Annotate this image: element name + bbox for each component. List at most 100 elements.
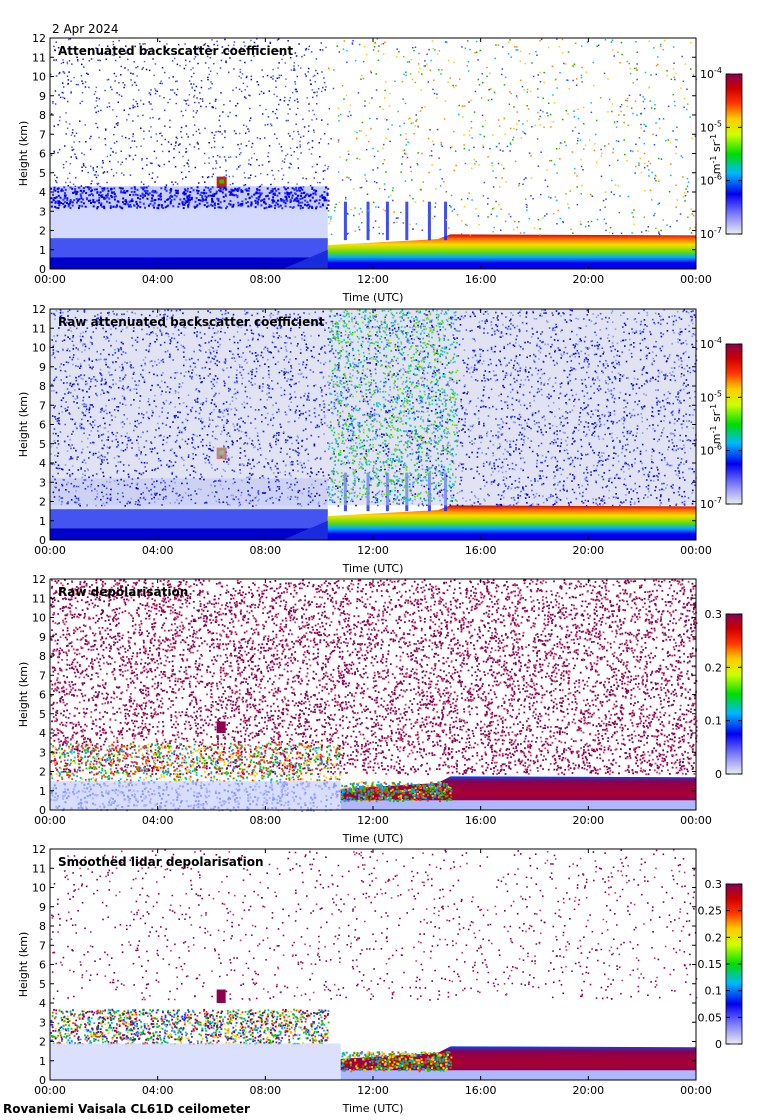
colorbar-tick-label: 0 bbox=[715, 1038, 722, 1051]
y-tick-label: 12 bbox=[32, 843, 46, 856]
colorbar bbox=[725, 73, 743, 235]
colorbar-tick-label: 0.05 bbox=[698, 1011, 723, 1024]
y-tick-label: 10 bbox=[32, 882, 46, 895]
x-tick-label: 08:00 bbox=[249, 544, 281, 557]
colorbar-tick-label: 10-5 bbox=[700, 119, 722, 134]
y-tick-label: 5 bbox=[39, 978, 46, 991]
y-tick-label: 7 bbox=[39, 128, 46, 141]
y-tick-label: 6 bbox=[39, 419, 46, 432]
colorbar-tick-label: 0.2 bbox=[705, 661, 723, 674]
y-tick-label: 1 bbox=[39, 785, 46, 798]
heatmap-field bbox=[50, 309, 698, 540]
x-tick-label: 08:00 bbox=[249, 1084, 281, 1097]
x-tick-label: 04:00 bbox=[142, 814, 174, 827]
y-tick-label: 8 bbox=[39, 650, 46, 663]
y-axis-label: Height (km) bbox=[17, 121, 30, 187]
y-tick-label: 0 bbox=[39, 534, 46, 547]
y-tick-label: 0 bbox=[39, 804, 46, 817]
y-tick-label: 7 bbox=[39, 939, 46, 952]
x-axis-label: Time (UTC) bbox=[342, 832, 404, 845]
x-tick-label: 16:00 bbox=[465, 544, 497, 557]
plot-area bbox=[50, 849, 696, 1080]
colorbar-tick-label: 10-4 bbox=[700, 66, 722, 81]
x-tick-label: 04:00 bbox=[142, 273, 174, 286]
x-tick-label: 12:00 bbox=[357, 544, 389, 557]
y-tick-label: 3 bbox=[39, 476, 46, 489]
y-axis-label: Height (km) bbox=[17, 932, 30, 998]
y-tick-label: 10 bbox=[32, 71, 46, 84]
x-axis-label: Time (UTC) bbox=[342, 1102, 404, 1115]
y-tick-label: 6 bbox=[39, 148, 46, 161]
panel-title: Raw attenuated backscatter coefficient bbox=[58, 315, 325, 329]
y-tick-label: 3 bbox=[39, 746, 46, 759]
y-tick-label: 8 bbox=[39, 109, 46, 122]
panel-title: Attenuated backscatter coefficient bbox=[58, 44, 293, 58]
colorbar-tick-label: 0.25 bbox=[698, 905, 723, 918]
x-tick-label: 16:00 bbox=[465, 1084, 497, 1097]
colorbar-label: m-1 sr-1 bbox=[709, 134, 723, 174]
colorbar-tick-label: 10-4 bbox=[700, 336, 722, 351]
y-tick-label: 2 bbox=[39, 766, 46, 779]
colorbar-tick-label: 10-5 bbox=[700, 389, 722, 404]
panels: Attenuated backscatter coefficient012345… bbox=[17, 32, 743, 1115]
x-tick-label: 12:00 bbox=[357, 1084, 389, 1097]
y-tick-label: 6 bbox=[39, 959, 46, 972]
colorbar bbox=[725, 343, 743, 505]
colorbar-tick-label: 0.1 bbox=[705, 715, 723, 728]
heatmap-field bbox=[50, 579, 698, 812]
colorbar-label: m-1 sr-1 bbox=[709, 404, 723, 444]
y-tick-label: 11 bbox=[32, 592, 46, 605]
y-tick-label: 1 bbox=[39, 515, 46, 528]
y-tick-label: 2 bbox=[39, 225, 46, 238]
y-tick-label: 1 bbox=[39, 1055, 46, 1068]
colorbar-tick-label: 0.15 bbox=[698, 958, 723, 971]
y-tick-label: 8 bbox=[39, 920, 46, 933]
y-tick-label: 9 bbox=[39, 901, 46, 914]
y-tick-label: 12 bbox=[32, 32, 46, 45]
y-tick-label: 4 bbox=[39, 997, 46, 1010]
y-tick-label: 12 bbox=[32, 303, 46, 316]
x-tick-label: 00:00 bbox=[34, 814, 66, 827]
x-tick-label: 00:00 bbox=[680, 814, 712, 827]
x-tick-label: 04:00 bbox=[142, 1084, 174, 1097]
y-tick-label: 3 bbox=[39, 1016, 46, 1029]
y-tick-label: 10 bbox=[32, 342, 46, 355]
y-tick-label: 0 bbox=[39, 263, 46, 276]
x-tick-label: 12:00 bbox=[357, 273, 389, 286]
x-tick-label: 16:00 bbox=[465, 273, 497, 286]
x-tick-label: 00:00 bbox=[34, 1084, 66, 1097]
y-tick-label: 5 bbox=[39, 167, 46, 180]
x-tick-label: 00:00 bbox=[34, 544, 66, 557]
x-tick-label: 04:00 bbox=[142, 544, 174, 557]
colorbar-tick-label: 0.3 bbox=[705, 878, 723, 891]
chart-panel-4: Smoothed lidar depolarisation01234567891… bbox=[17, 843, 743, 1115]
y-tick-label: 12 bbox=[32, 573, 46, 586]
x-tick-label: 20:00 bbox=[572, 814, 604, 827]
chart-panel-2: Raw attenuated backscatter coefficient 0 1… bbox=[17, 303, 743, 575]
colorbar-tick-label: 0.2 bbox=[705, 931, 723, 944]
y-tick-label: 11 bbox=[32, 51, 46, 64]
x-tick-label: 00:00 bbox=[680, 1084, 712, 1097]
y-tick-label: 4 bbox=[39, 186, 46, 199]
y-axis-label: Height (km) bbox=[17, 662, 30, 728]
x-tick-label: 08:00 bbox=[249, 814, 281, 827]
colorbar bbox=[725, 613, 743, 775]
y-axis-label: Height (km) bbox=[17, 392, 30, 458]
y-tick-label: 7 bbox=[39, 669, 46, 682]
y-tick-label: 7 bbox=[39, 399, 46, 412]
y-tick-label: 9 bbox=[39, 361, 46, 374]
y-tick-label: 8 bbox=[39, 380, 46, 393]
y-tick-label: 5 bbox=[39, 438, 46, 451]
panel-title: Raw depolarisation bbox=[58, 585, 188, 599]
date-label: 2 Apr 2024 bbox=[52, 22, 119, 36]
y-tick-label: 1 bbox=[39, 244, 46, 257]
colorbar-tick-label: 0.1 bbox=[705, 985, 723, 998]
y-tick-label: 2 bbox=[39, 496, 46, 509]
x-axis-label: Time (UTC) bbox=[342, 562, 404, 575]
y-tick-label: 11 bbox=[32, 322, 46, 335]
x-axis-label: Time (UTC) bbox=[342, 291, 404, 304]
y-tick-label: 6 bbox=[39, 689, 46, 702]
colorbar-tick-label: 0 bbox=[715, 768, 722, 781]
